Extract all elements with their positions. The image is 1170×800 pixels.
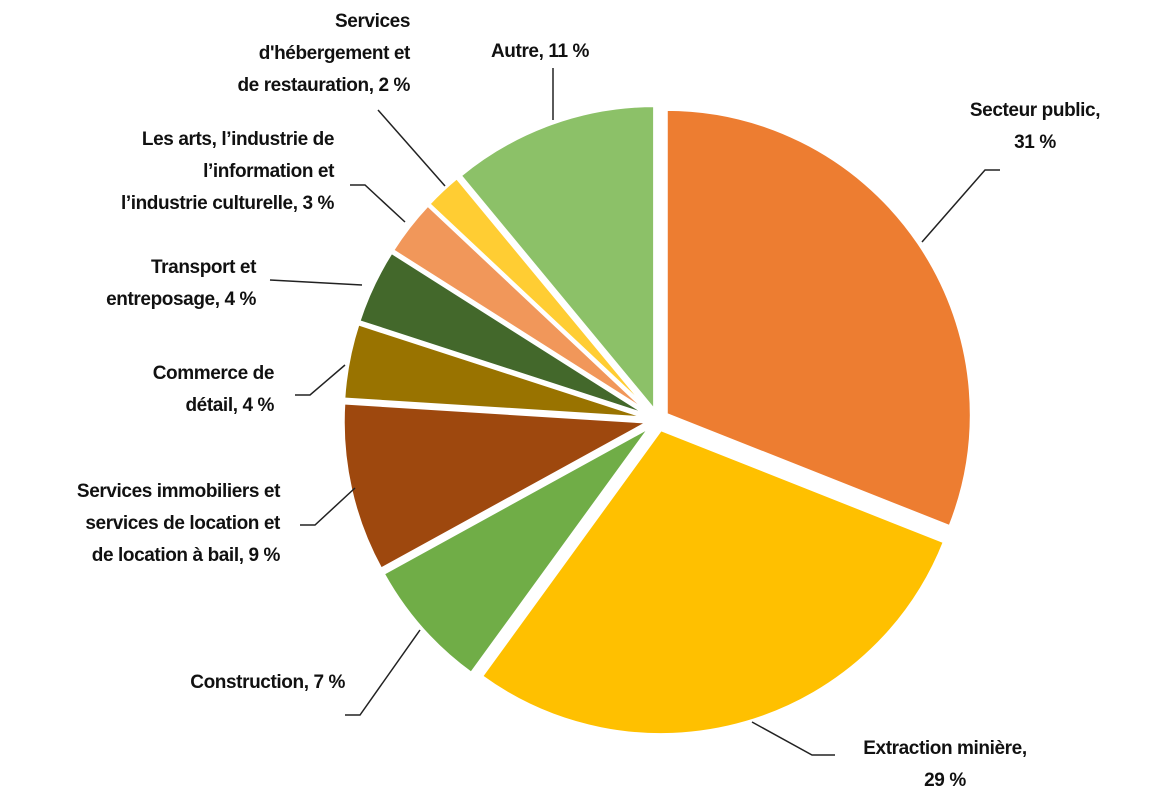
pie-slice [390,202,652,416]
slice-label: Commerce de détail, 4 % [152,363,275,416]
leader-line [350,184,406,223]
slice-label: Services d'hébergement et de restauratio… [237,11,410,96]
pie-slice [356,250,650,418]
slice-label: Transport et entreposage, 4 % [106,257,256,310]
pie-slice [664,107,973,529]
slice-label: Les arts, l’industrie de l’information e… [120,129,334,214]
leader-line [295,364,346,396]
pie-slice [479,427,947,737]
pie-slice [381,425,652,676]
leader-line [751,721,835,756]
slice-label: Autre, 11 % [490,41,590,62]
slice-label: Secteur public, 31 % [969,100,1101,153]
leader-line [345,629,421,716]
slice-label: Extraction minière, 29 % [863,738,1027,791]
pie-slice [426,175,653,414]
pie-slice [458,104,657,415]
slice-label: Services immobiliers et services de loca… [76,481,280,566]
leader-line [269,279,363,286]
leader-line [377,109,446,187]
leader-line [300,487,356,526]
pie-slice [341,401,654,572]
pie-slice [342,321,649,420]
leader-line [921,169,1000,243]
slice-label: Construction, 7 % [190,672,345,693]
